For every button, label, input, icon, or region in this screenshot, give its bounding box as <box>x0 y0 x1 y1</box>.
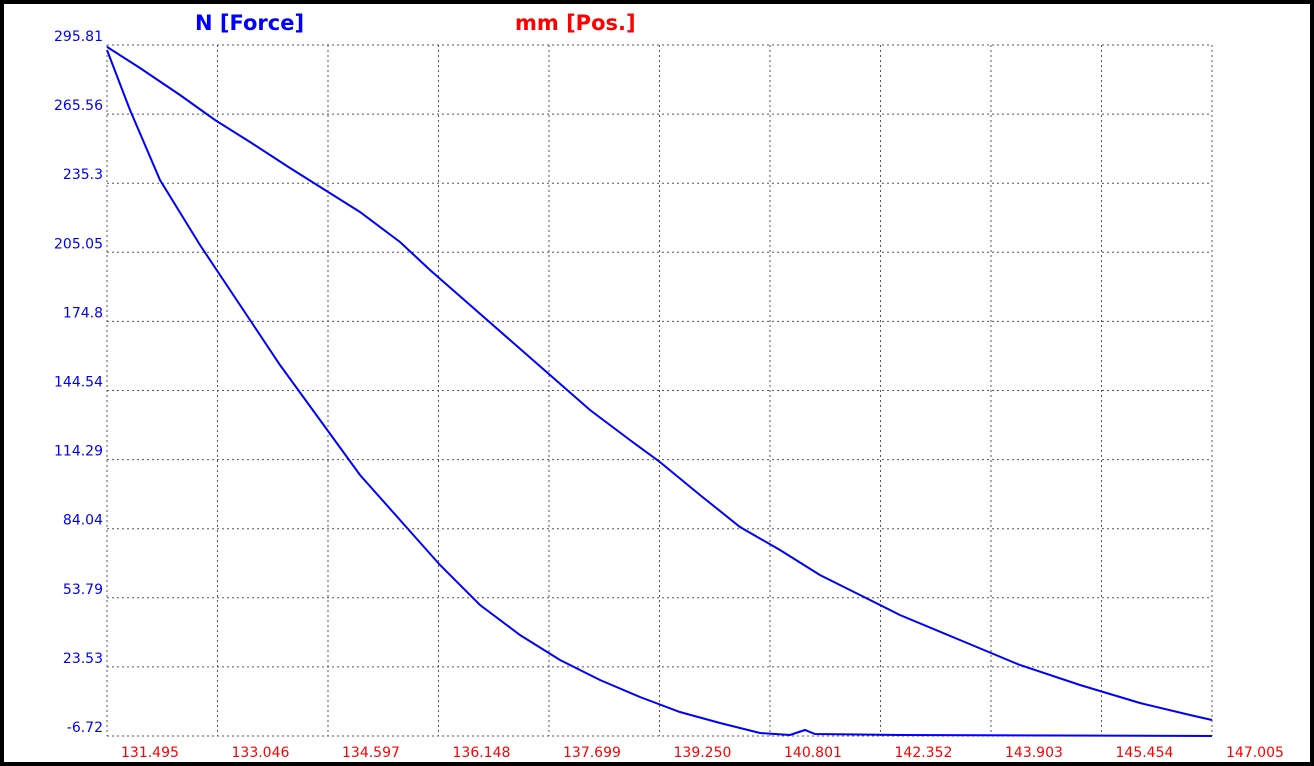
y-tick-label: 265.56 <box>54 98 103 114</box>
y-tick-label: 114.29 <box>54 444 103 460</box>
y-axis-label: N [Force] <box>195 11 304 35</box>
y-tick-label: 53.79 <box>63 582 103 598</box>
x-tick-label: 147.005 <box>1226 745 1284 761</box>
force-curve <box>106 46 1213 721</box>
x-tick-label: 133.046 <box>232 745 290 761</box>
y-tick-label: 174.8 <box>63 305 103 321</box>
x-tick-label: 136.148 <box>453 745 511 761</box>
y-tick-label: 295.81 <box>54 29 103 45</box>
y-tick-label: -6.72 <box>67 720 103 736</box>
y-tick-label: 84.04 <box>63 513 103 529</box>
x-tick-label: 140.801 <box>784 745 842 761</box>
y-tick-label: 23.53 <box>63 651 103 667</box>
x-axis-label: mm [Pos.] <box>515 11 636 35</box>
y-tick-label: 205.05 <box>54 236 103 252</box>
force-curve <box>106 49 1213 737</box>
x-tick-label: 134.597 <box>342 745 400 761</box>
x-tick-label: 131.495 <box>121 745 179 761</box>
x-tick-label: 143.903 <box>1005 745 1063 761</box>
x-tick-label: 137.699 <box>563 745 621 761</box>
x-tick-label: 145.454 <box>1116 745 1174 761</box>
y-tick-label: 235.3 <box>63 167 103 183</box>
x-tick-label: 142.352 <box>895 745 953 761</box>
y-tick-label: 144.54 <box>54 375 103 391</box>
x-tick-label: 139.250 <box>674 745 732 761</box>
